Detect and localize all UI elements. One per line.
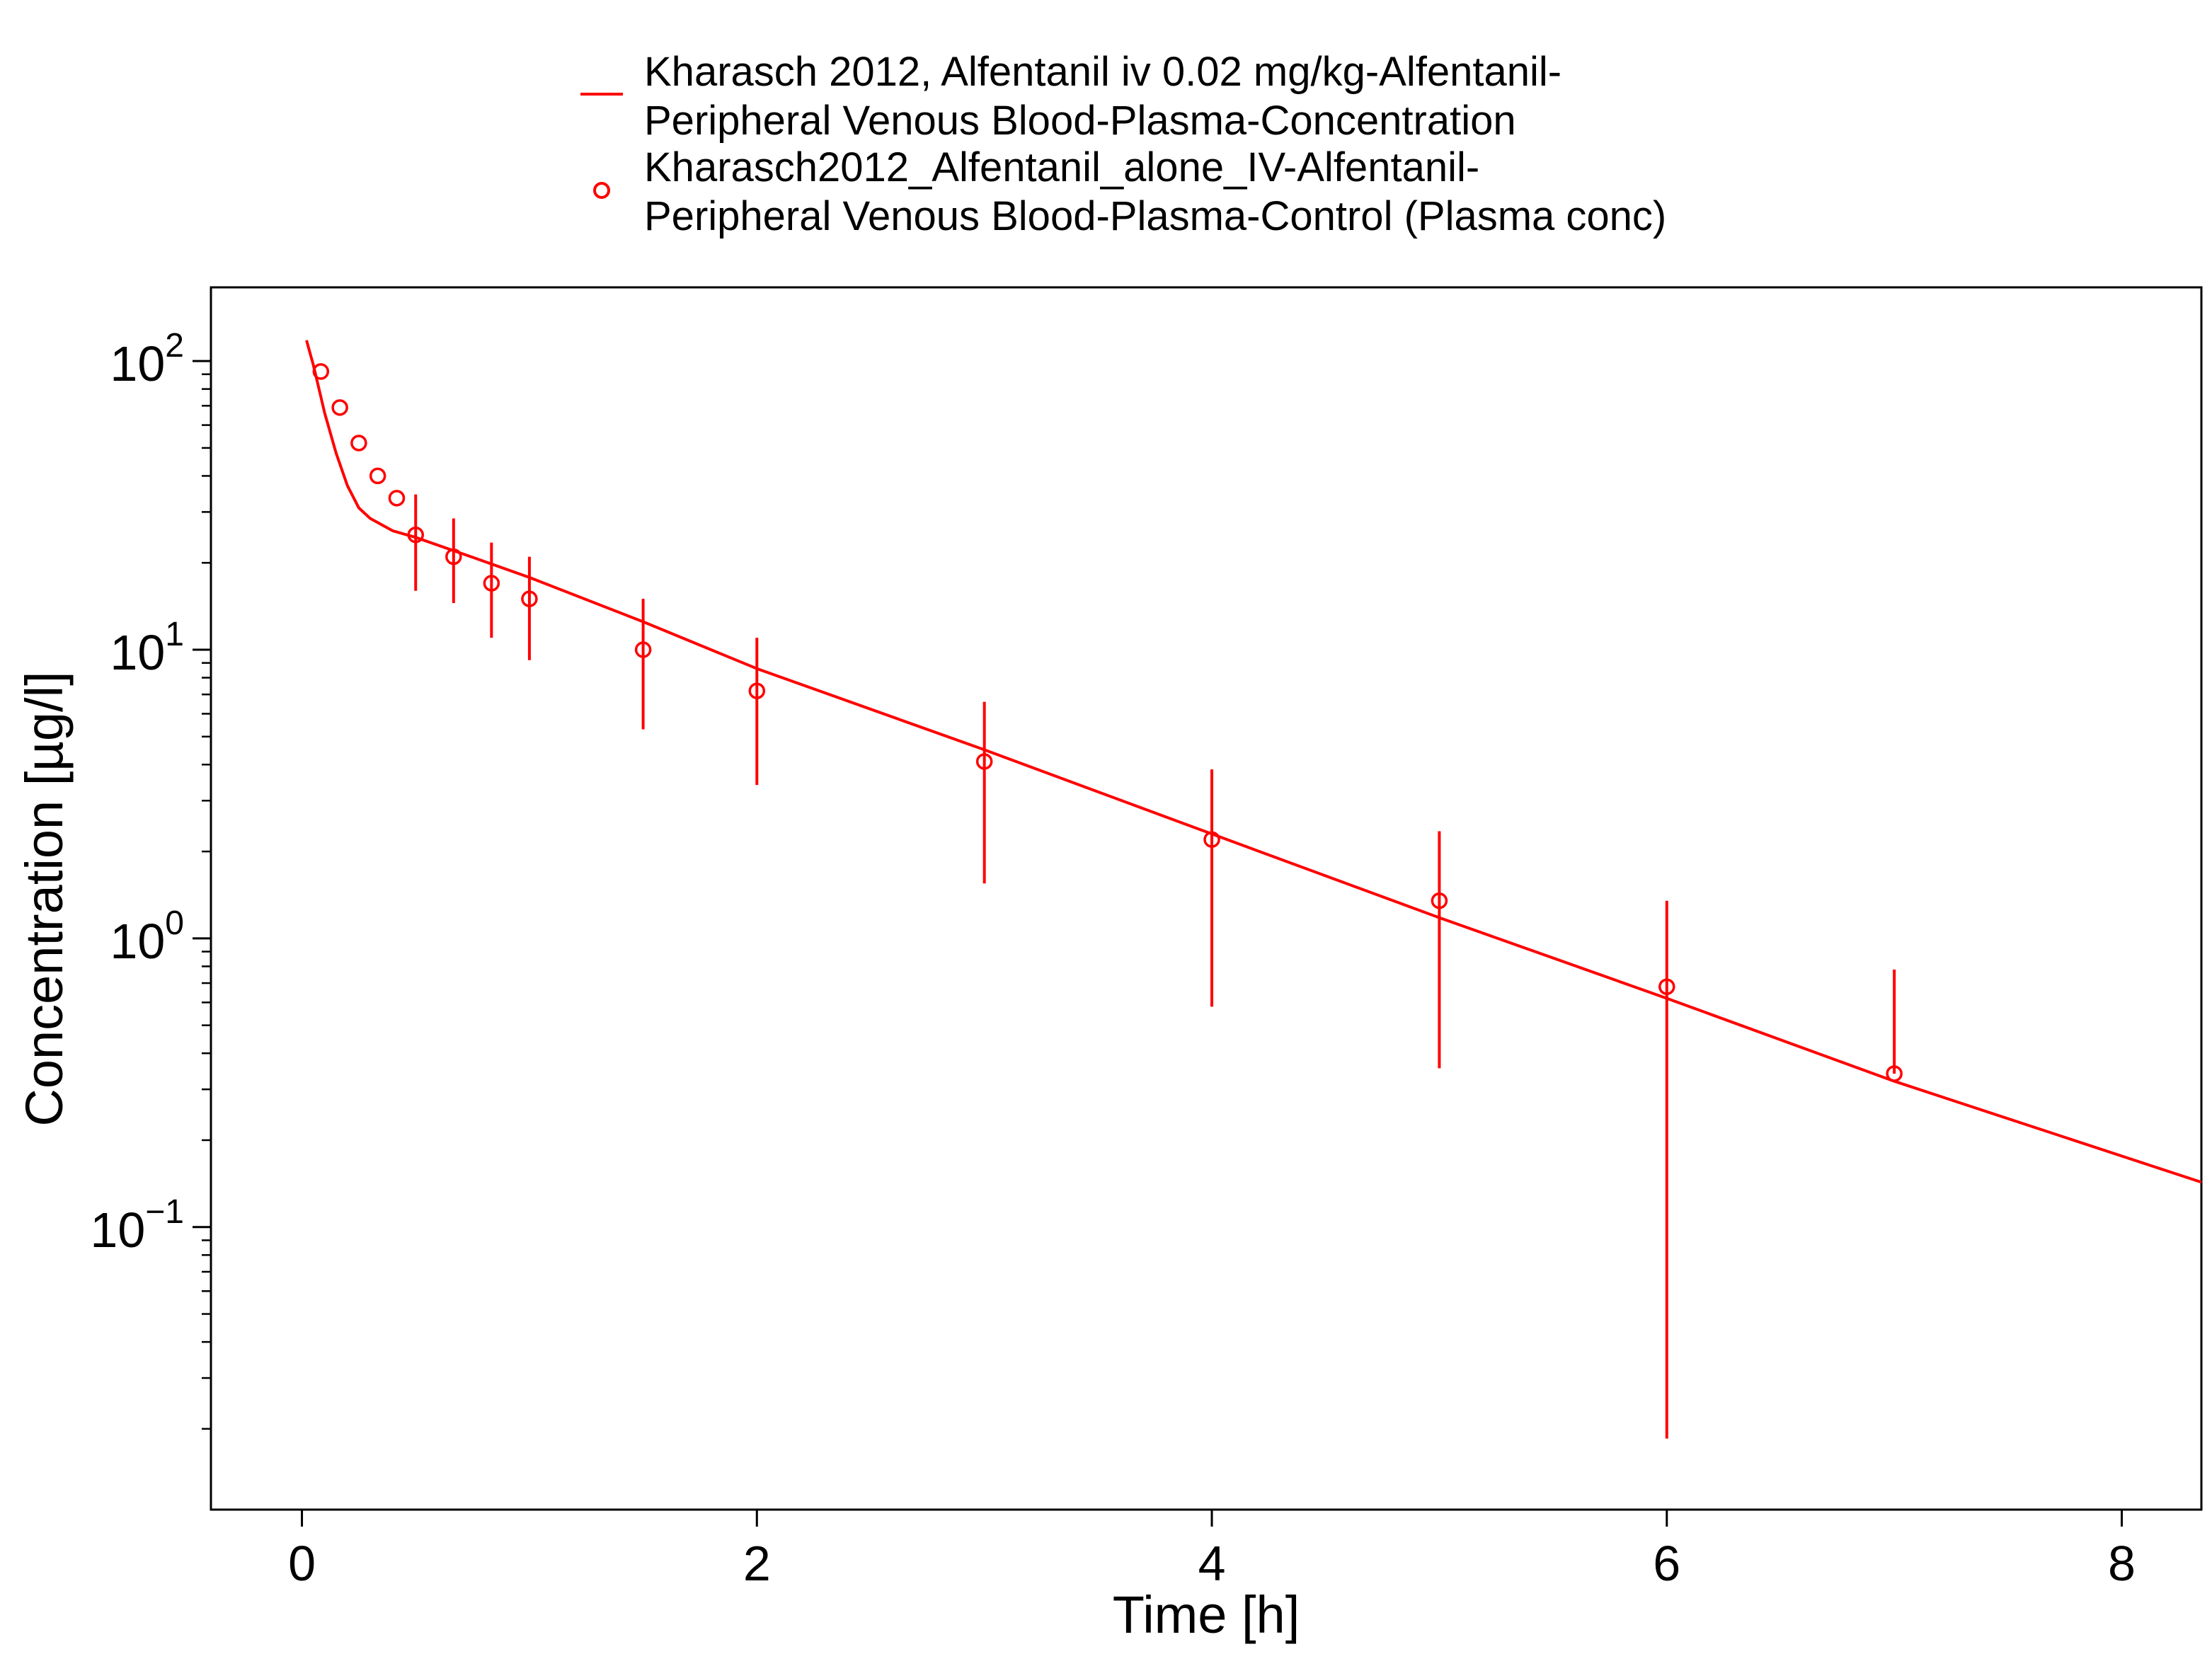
y-tick-label: 101 [110,616,184,680]
data-point [312,363,330,380]
series-line-simulation [305,340,2202,1184]
x-tick-label: 8 [2108,1536,2136,1591]
x-tick-label: 2 [743,1536,771,1591]
y-axis: 102 101 100 10−1 [90,327,211,1430]
x-tick-label: 6 [1653,1536,1680,1591]
data-point [1203,831,1220,848]
plot-frame [210,286,2203,1511]
data-point [975,753,993,770]
data-point [407,526,424,544]
data-point [1658,978,1675,995]
y-axis-title: Concentration [µg/l] [15,671,74,1126]
x-axis: 0 2 4 6 8 [288,1510,2136,1591]
data-point [1886,1065,1903,1082]
data-point [483,575,500,592]
plot-area [305,340,2202,1439]
legend: Kharasch 2012, Alfentanil iv 0.02 mg/kg-… [580,49,1666,239]
y-tick-label: 100 [110,904,184,969]
data-point [331,399,348,416]
data-point [369,467,386,485]
legend-entry-line-1: Kharasch 2012, Alfentanil iv 0.02 mg/kg-… [644,49,1561,95]
legend-entry-scatter-1: Kharasch2012_Alfentanil_alone_IV-Alfenta… [644,144,1479,190]
y-tick-label: 102 [110,327,184,391]
y-tick-label: 10−1 [90,1193,184,1258]
legend-entry-line-2: Peripheral Venous Blood-Plasma-Concentra… [644,98,1516,144]
data-point [748,682,766,699]
legend-marker-swatch [593,182,610,199]
data-point [388,490,406,507]
x-tick-label: 4 [1198,1536,1226,1591]
data-point [1431,892,1448,909]
data-point [445,548,462,565]
data-point [350,435,367,452]
x-axis-title: Time [h] [1113,1585,1300,1644]
data-point [521,590,538,607]
data-point [634,641,652,658]
legend-entry-scatter-2: Peripheral Venous Blood-Plasma-Control (… [644,193,1666,239]
x-tick-label: 0 [288,1536,316,1591]
